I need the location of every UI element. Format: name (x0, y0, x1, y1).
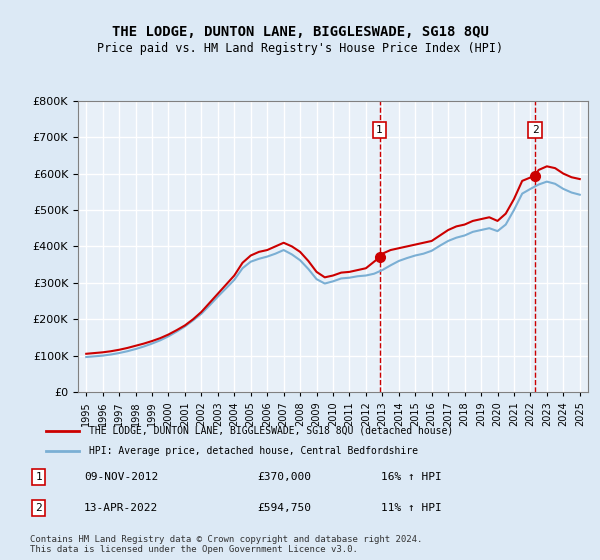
Text: £370,000: £370,000 (257, 472, 311, 482)
Text: HPI: Average price, detached house, Central Bedfordshire: HPI: Average price, detached house, Cent… (89, 446, 418, 456)
Text: 1: 1 (35, 472, 42, 482)
Text: THE LODGE, DUNTON LANE, BIGGLESWADE, SG18 8QU: THE LODGE, DUNTON LANE, BIGGLESWADE, SG1… (112, 25, 488, 39)
Text: Contains HM Land Registry data © Crown copyright and database right 2024.
This d: Contains HM Land Registry data © Crown c… (30, 535, 422, 554)
Text: £594,750: £594,750 (257, 503, 311, 513)
Text: 13-APR-2022: 13-APR-2022 (84, 503, 158, 513)
Text: 16% ↑ HPI: 16% ↑ HPI (381, 472, 442, 482)
Text: 1: 1 (376, 125, 383, 135)
Text: THE LODGE, DUNTON LANE, BIGGLESWADE, SG18 8QU (detached house): THE LODGE, DUNTON LANE, BIGGLESWADE, SG1… (89, 426, 454, 436)
Text: 2: 2 (532, 125, 539, 135)
Text: 11% ↑ HPI: 11% ↑ HPI (381, 503, 442, 513)
Text: Price paid vs. HM Land Registry's House Price Index (HPI): Price paid vs. HM Land Registry's House … (97, 42, 503, 55)
Text: 09-NOV-2012: 09-NOV-2012 (84, 472, 158, 482)
Text: 2: 2 (35, 503, 42, 513)
